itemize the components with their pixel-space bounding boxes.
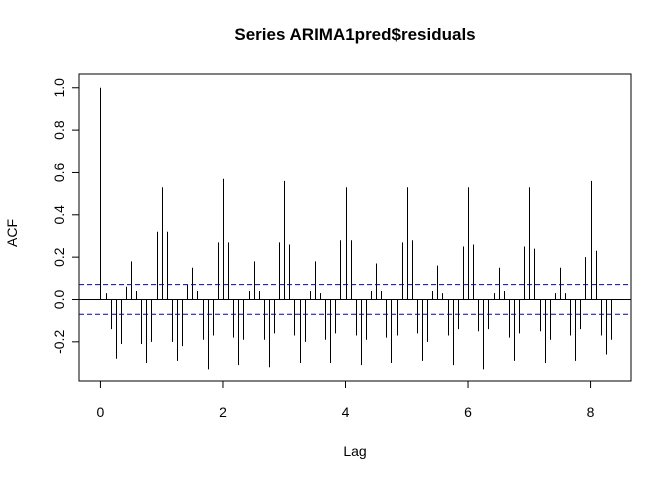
x-tick-label: 4: [342, 404, 350, 420]
x-tick-label: 2: [219, 404, 227, 420]
x-axis: 0 2 4 6 8: [97, 380, 595, 420]
y-tick-label: 0.6: [51, 163, 67, 183]
y-tick-label: 0.8: [51, 120, 67, 140]
y-axis: -0.2 0.0 0.2 0.4 0.6 0.8 1.0: [51, 78, 80, 354]
reference-lines: [79, 284, 631, 315]
x-tick-label: 0: [97, 404, 105, 420]
chart-title: Series ARIMA1pred$residuals: [234, 25, 475, 44]
y-tick-label: 0.4: [51, 205, 67, 225]
y-tick-label: 0.0: [51, 290, 67, 310]
acf-bars: [100, 87, 612, 370]
y-tick-label: -0.2: [51, 330, 67, 354]
plot-box: [78, 73, 632, 382]
y-tick-label: 1.0: [51, 78, 67, 98]
x-tick-label: 8: [587, 404, 595, 420]
y-axis-label: ACF: [4, 219, 20, 247]
y-tick-label: 0.2: [51, 247, 67, 267]
x-tick-label: 6: [464, 404, 472, 420]
x-axis-label: Lag: [343, 443, 366, 459]
